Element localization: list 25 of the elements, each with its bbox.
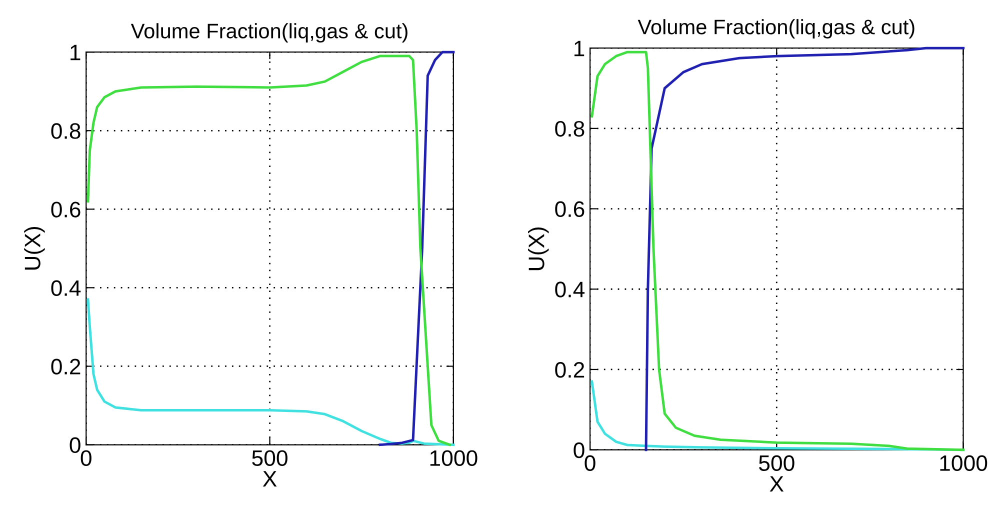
x-axis-title: X xyxy=(770,476,784,492)
y-tick-label: 0 xyxy=(70,437,80,454)
x-tick-label: 500 xyxy=(252,450,288,466)
y-tick-label: 0.8 xyxy=(555,120,584,137)
x-tick-label: 0 xyxy=(584,455,596,472)
y-tick-label: 1 xyxy=(70,44,80,60)
y-tick-label: 0.6 xyxy=(555,201,584,218)
x-tick-label: 1000 xyxy=(430,450,478,466)
y-axis-title: U(X) xyxy=(24,226,45,270)
x-tick-label: 1000 xyxy=(940,455,988,472)
line-series xyxy=(86,54,451,446)
y-tick-label: 0.4 xyxy=(51,280,81,296)
y-tick-label: 0.2 xyxy=(51,358,80,375)
y-tick-label: 0.2 xyxy=(555,362,584,378)
y-tick-label: 0.6 xyxy=(51,202,80,218)
x-axis-title: X xyxy=(262,471,277,486)
y-tick-label: 0.8 xyxy=(51,123,80,139)
chart-title: Volume Fraction(liq,gas & cut) xyxy=(130,23,408,43)
y-axis-title: U(X) xyxy=(528,227,549,270)
x-tick-label: 500 xyxy=(759,455,794,472)
line-series xyxy=(590,50,965,452)
chart-title: Volume Fraction(liq,gas & cut) xyxy=(638,19,914,39)
y-tick-label: 0.4 xyxy=(555,282,585,298)
x-tick-label: 0 xyxy=(80,450,92,466)
y-tick-label: 1 xyxy=(574,40,584,56)
